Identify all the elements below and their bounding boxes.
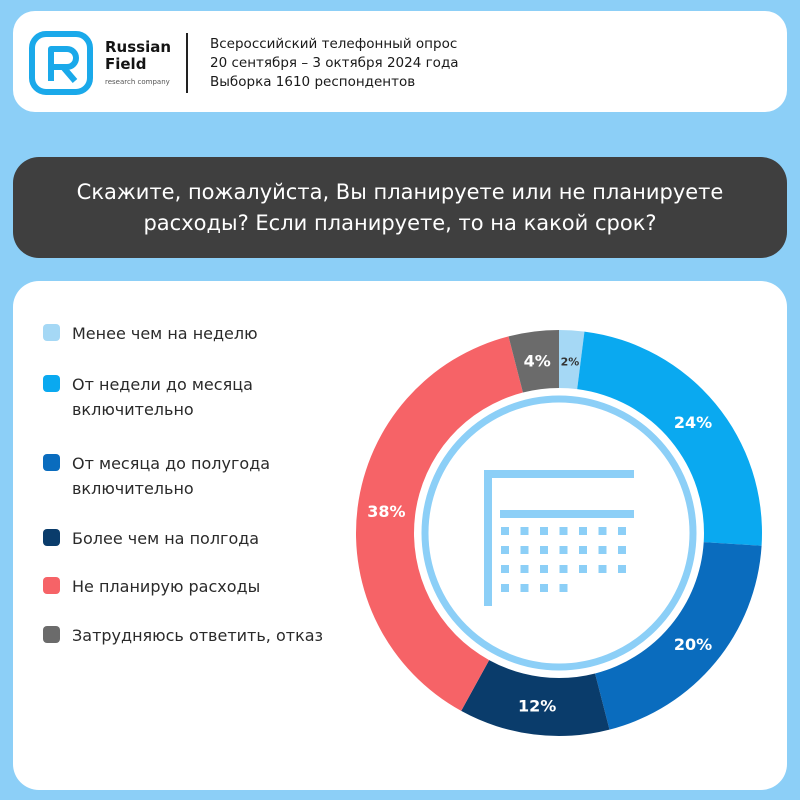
legend-item: Менее чем на неделю	[43, 321, 363, 346]
legend-swatch	[43, 577, 60, 594]
question-banner: Скажите, пожалуйста, Вы планируете или н…	[13, 157, 787, 258]
legend-item: Более чем на полгода	[43, 526, 363, 551]
legend-label: Более чем на полгода	[72, 529, 260, 548]
russian-field-logo-icon	[29, 31, 93, 95]
survey-method: Всероссийский телефонный опрос	[210, 36, 458, 52]
legend-label: Менее чем на неделю	[72, 324, 258, 343]
header-divider	[186, 33, 188, 93]
legend-item: От недели до месяца включительно	[43, 372, 363, 422]
legend-item: Затрудняюсь ответить, отказ	[43, 623, 363, 648]
brand-name-line2: Field	[105, 55, 147, 73]
question-text: Скажите, пожалуйста, Вы планируете или н…	[76, 179, 724, 235]
legend-swatch	[43, 529, 60, 546]
legend-swatch	[43, 324, 60, 341]
brand-name-line1: Russian	[105, 38, 172, 56]
brand-tagline: research company	[105, 78, 170, 86]
brand-name: Russian Field	[105, 39, 171, 73]
legend-item: Не планирую расходы	[43, 574, 363, 599]
legend-swatch	[43, 626, 60, 643]
legend-swatch	[43, 375, 60, 392]
legend-item: От месяца до полугода включительно	[43, 451, 363, 501]
chart-panel: Менее чем на неделю От недели до месяца в…	[13, 281, 787, 790]
survey-sample: Выборка 1610 респондентов	[210, 74, 416, 90]
survey-info: Всероссийский телефонный опрос 20 сентяб…	[210, 35, 459, 92]
header-card: Russian Field research company Всероссий…	[13, 11, 787, 112]
legend-label: Затрудняюсь ответить, отказ	[72, 626, 324, 645]
legend-label: Не планирую расходы	[72, 577, 261, 596]
survey-dates: 20 сентября – 3 октября 2024 года	[210, 55, 459, 71]
legend-label: От недели до месяца включительно	[72, 375, 253, 419]
legend-swatch	[43, 454, 60, 471]
legend-label: От месяца до полугода включительно	[72, 454, 271, 498]
